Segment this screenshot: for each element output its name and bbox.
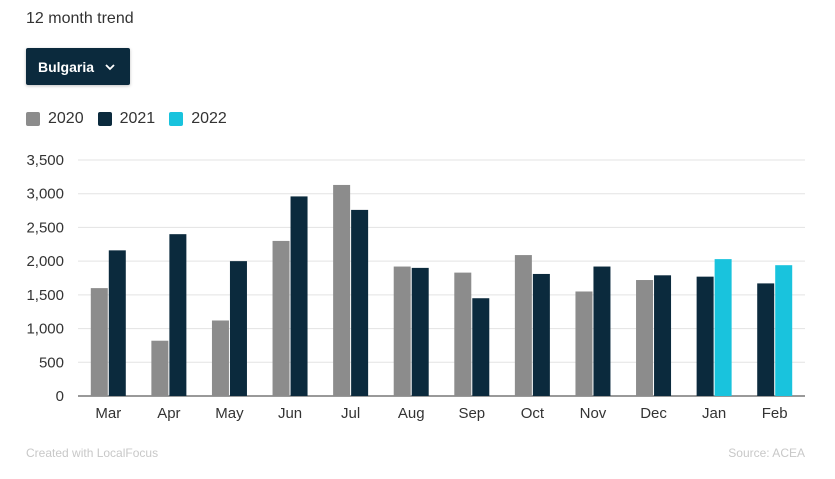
country-dropdown[interactable]: Bulgaria [26, 48, 130, 85]
legend-item-2022[interactable]: 2022 [169, 110, 227, 128]
x-tick-label: Jun [278, 405, 302, 422]
bar-2021-dec [654, 275, 672, 396]
x-tick-label: Feb [762, 405, 788, 422]
bar-2021-aug [411, 267, 429, 396]
footer-credit: Created with LocalFocus [26, 446, 159, 460]
bar-2021-may [229, 261, 247, 396]
x-tick-label: Nov [580, 405, 607, 422]
bar-2020-may [211, 320, 229, 396]
bar-2020-aug [393, 266, 411, 396]
bar-2021-jul [351, 209, 369, 396]
x-tick-label: Dec [640, 405, 667, 422]
bar-2021-sep [472, 298, 490, 396]
x-tick-label: Sep [458, 405, 485, 422]
bar-2020-jul [333, 184, 351, 396]
y-tick-label: 3,500 [26, 152, 64, 169]
bar-2021-mar [108, 250, 126, 396]
country-dropdown-label: Bulgaria [38, 58, 95, 75]
bar-2022-jan [714, 259, 732, 396]
legend-swatch-2022 [169, 112, 184, 126]
y-tick-label: 0 [56, 388, 64, 405]
bar-2020-dec [636, 280, 654, 396]
y-tick-label: 1,500 [26, 287, 64, 304]
bar-2020-mar [90, 288, 108, 396]
chart-legend: 2020 2021 2022 [26, 110, 227, 128]
bar-2021-nov [593, 266, 611, 396]
bar-2020-apr [151, 340, 169, 396]
x-tick-label: May [215, 405, 244, 422]
y-tick-label: 2,000 [26, 253, 64, 270]
y-tick-label: 1,000 [26, 321, 64, 338]
y-tick-label: 500 [39, 354, 64, 371]
bar-2021-oct [532, 273, 550, 396]
bar-2020-jun [272, 240, 290, 396]
x-tick-label: Mar [95, 405, 121, 422]
bar-2022-feb [775, 265, 793, 396]
bar-2021-jun [290, 196, 308, 396]
legend-swatch-2020 [26, 112, 40, 126]
y-tick-label: 2,500 [26, 219, 64, 236]
bar-2021-feb [757, 283, 775, 396]
bar-2020-sep [454, 272, 472, 396]
legend-item-2020[interactable]: 2020 [26, 110, 84, 128]
x-tick-label: Jan [702, 405, 726, 422]
chart-subtitle: 12 month trend [26, 10, 134, 27]
legend-label-2020: 2020 [48, 110, 84, 127]
x-tick-label: Oct [521, 405, 545, 422]
x-tick-label: Jul [341, 405, 360, 422]
y-tick-label: 3,000 [26, 186, 64, 203]
legend-label-2021: 2021 [119, 110, 156, 127]
legend-label-2022: 2022 [191, 110, 227, 127]
x-tick-label: Apr [157, 405, 180, 422]
bar-2020-oct [514, 255, 532, 396]
footer-source: Source: ACEA [728, 446, 805, 460]
bar-2020-nov [575, 291, 593, 396]
legend-swatch-2021 [97, 112, 112, 126]
bar-2021-jan [696, 276, 714, 396]
chevron-down-icon [105, 63, 115, 70]
bar-2021-apr [169, 234, 187, 396]
x-tick-label: Aug [398, 405, 425, 422]
legend-item-2021[interactable]: 2021 [97, 110, 156, 128]
